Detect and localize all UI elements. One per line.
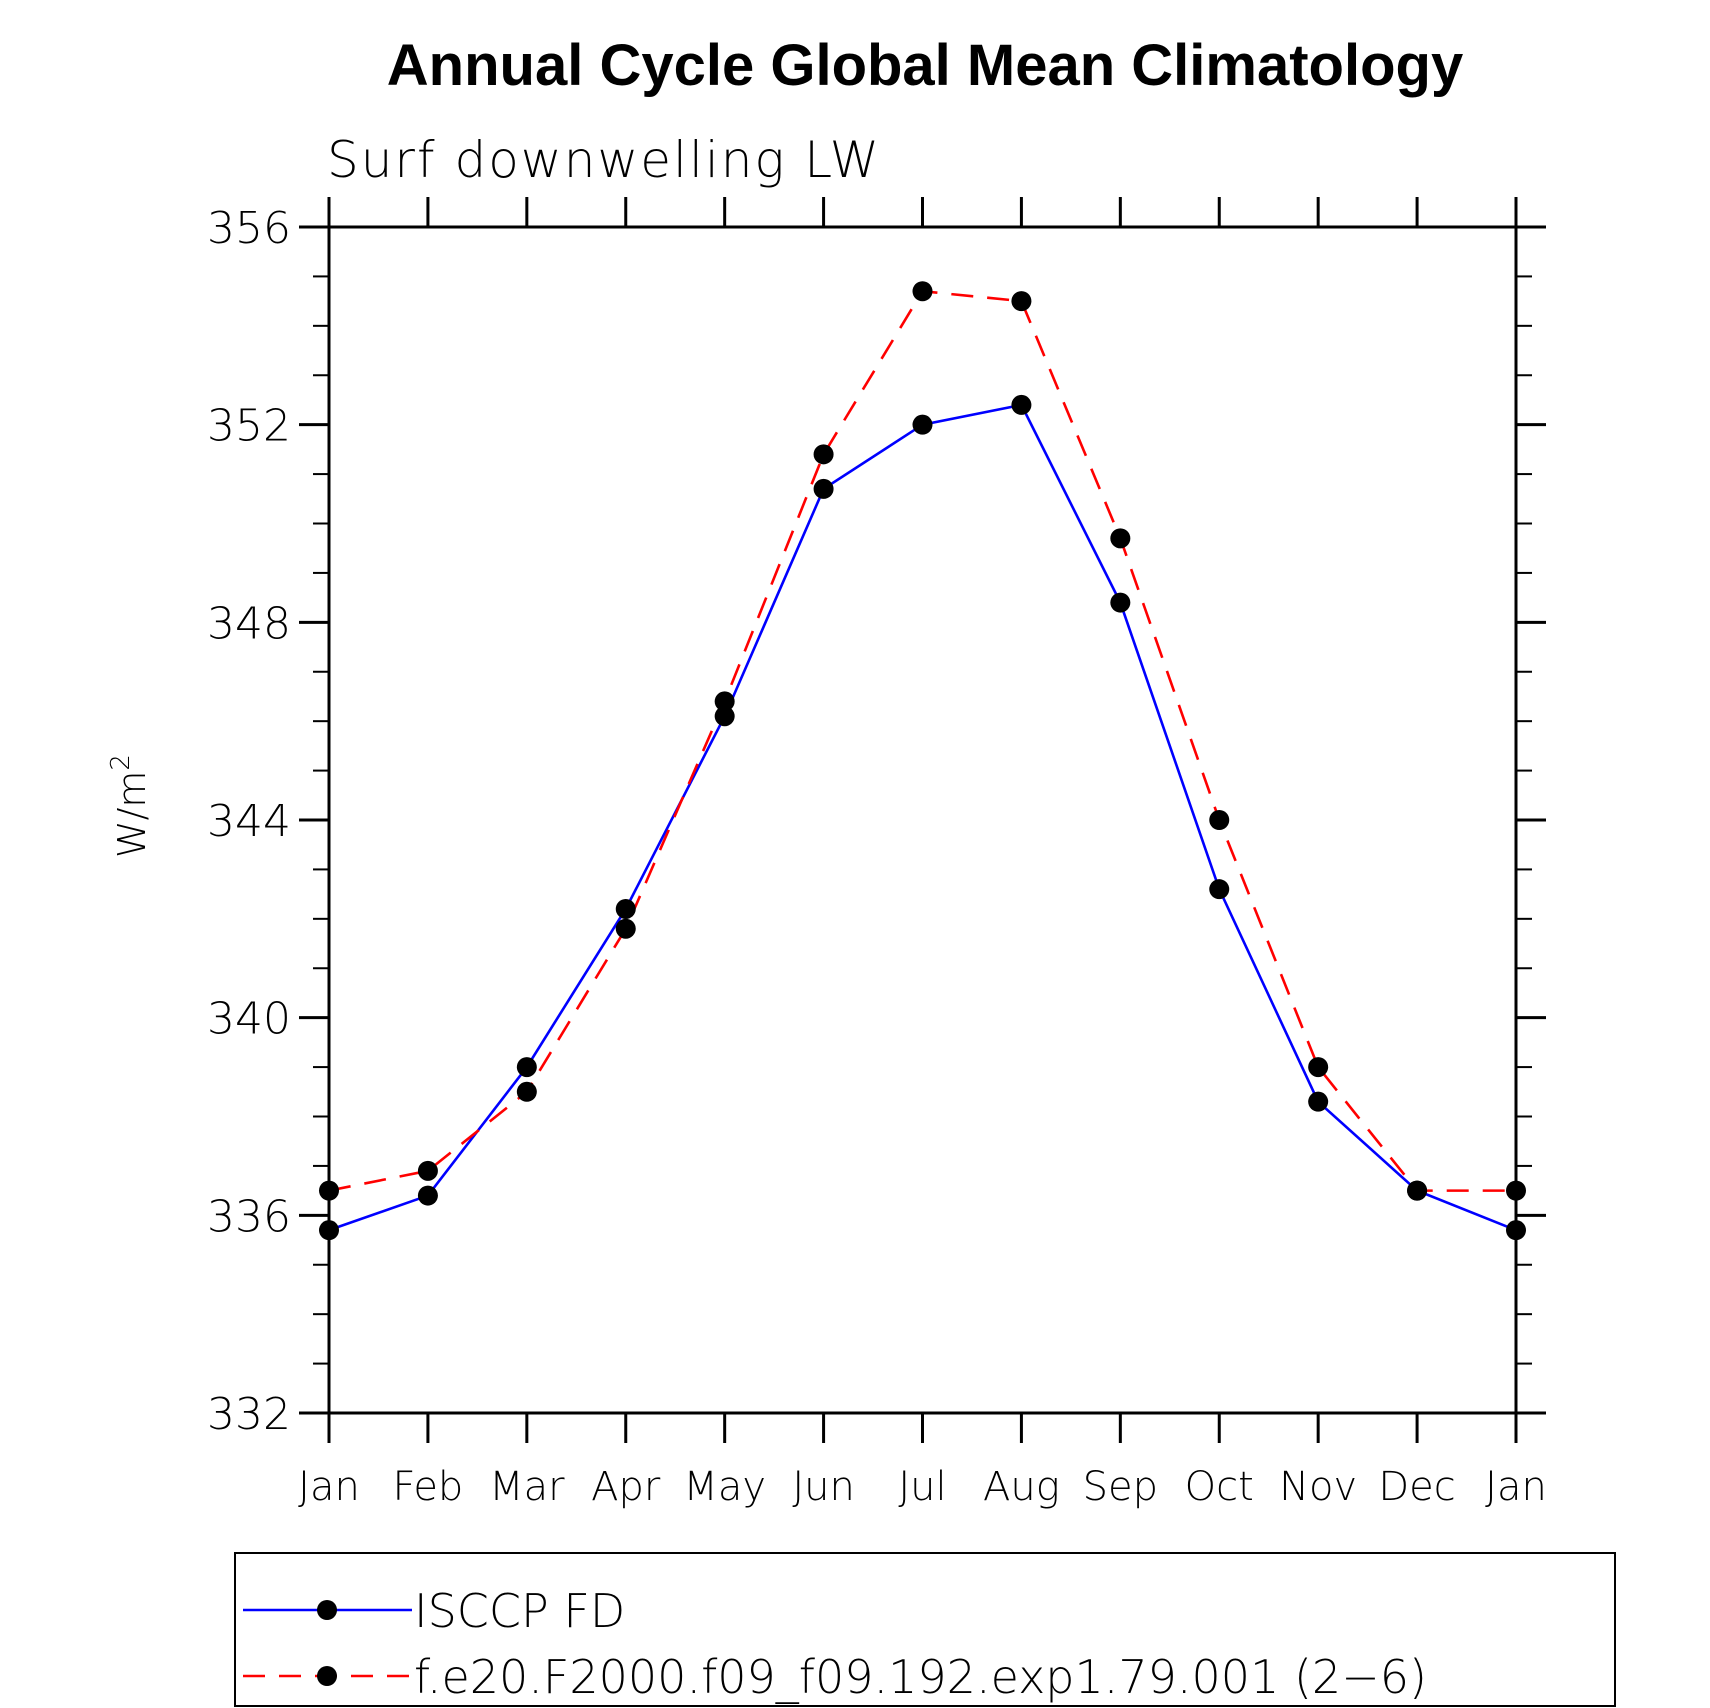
data-point	[813, 478, 834, 499]
data-point	[1110, 528, 1131, 549]
y-axis-label-superscript: 2	[106, 754, 136, 771]
data-point	[714, 706, 735, 727]
x-tick-label: Feb	[393, 1464, 464, 1510]
data-point	[1407, 1180, 1428, 1201]
chart-title: Annual Cycle Global Mean Climatology	[387, 33, 1463, 98]
y-axis-label: W/m2	[106, 754, 154, 858]
legend-marker-0	[317, 1600, 337, 1620]
data-point	[912, 281, 933, 302]
data-point	[417, 1185, 438, 1206]
data-point	[1110, 592, 1131, 613]
data-point	[1209, 810, 1230, 830]
legend-marker-1	[317, 1666, 337, 1686]
chart-subtitle: Surf downwelling LW	[327, 131, 881, 189]
data-point	[912, 414, 933, 435]
legend: ISCCP FD f.e20.F2000.f09_f09.192.exp1.79.…	[234, 1552, 1616, 1707]
x-tick-label: Sep	[1083, 1464, 1158, 1510]
x-tick-label: Jan	[298, 1464, 360, 1510]
legend-label-0: ISCCP FD	[414, 1584, 625, 1638]
y-axis-label-text: W/m	[110, 771, 154, 858]
x-tick-label: Jan	[1485, 1464, 1547, 1510]
x-tick-label: Nov	[1279, 1464, 1357, 1510]
data-point	[1308, 1057, 1329, 1078]
y-tick-label: 356	[207, 203, 291, 254]
plot-frame	[327, 225, 1518, 1415]
data-point	[1011, 394, 1032, 415]
data-point	[615, 898, 636, 919]
data-point	[615, 918, 636, 939]
data-point	[1308, 1091, 1329, 1112]
y-tick-label: 340	[207, 994, 291, 1045]
data-point	[516, 1081, 537, 1102]
x-tick-label: Aug	[983, 1464, 1060, 1510]
data-point	[813, 444, 834, 465]
y-tick-label: 332	[207, 1389, 291, 1440]
svg-text:W/m2: W/m2	[106, 754, 154, 858]
series-line-0	[328, 403, 1517, 1232]
data-point	[1011, 291, 1032, 312]
y-tick-label: 352	[207, 401, 291, 452]
y-tick-label: 344	[207, 796, 291, 847]
y-tick-label: 336	[207, 1191, 291, 1242]
y-tick-label: 348	[207, 598, 291, 649]
data-point	[714, 691, 735, 712]
x-tick-label: Jun	[792, 1464, 855, 1510]
data-point	[516, 1057, 537, 1078]
data-point	[1209, 879, 1230, 900]
legend-label-1: f.e20.F2000.f09_f09.192.exp1.79.001 (2−6…	[414, 1650, 1427, 1704]
x-tick-label: Apr	[591, 1464, 661, 1510]
x-tick-label: May	[683, 1464, 766, 1510]
x-tick-label: Mar	[489, 1464, 565, 1510]
data-point	[417, 1160, 438, 1181]
x-tick-label: Dec	[1378, 1464, 1455, 1510]
legend-box	[234, 1552, 1616, 1707]
x-tick-label: Oct	[1185, 1464, 1254, 1510]
x-tick-label: Jul	[898, 1464, 946, 1510]
